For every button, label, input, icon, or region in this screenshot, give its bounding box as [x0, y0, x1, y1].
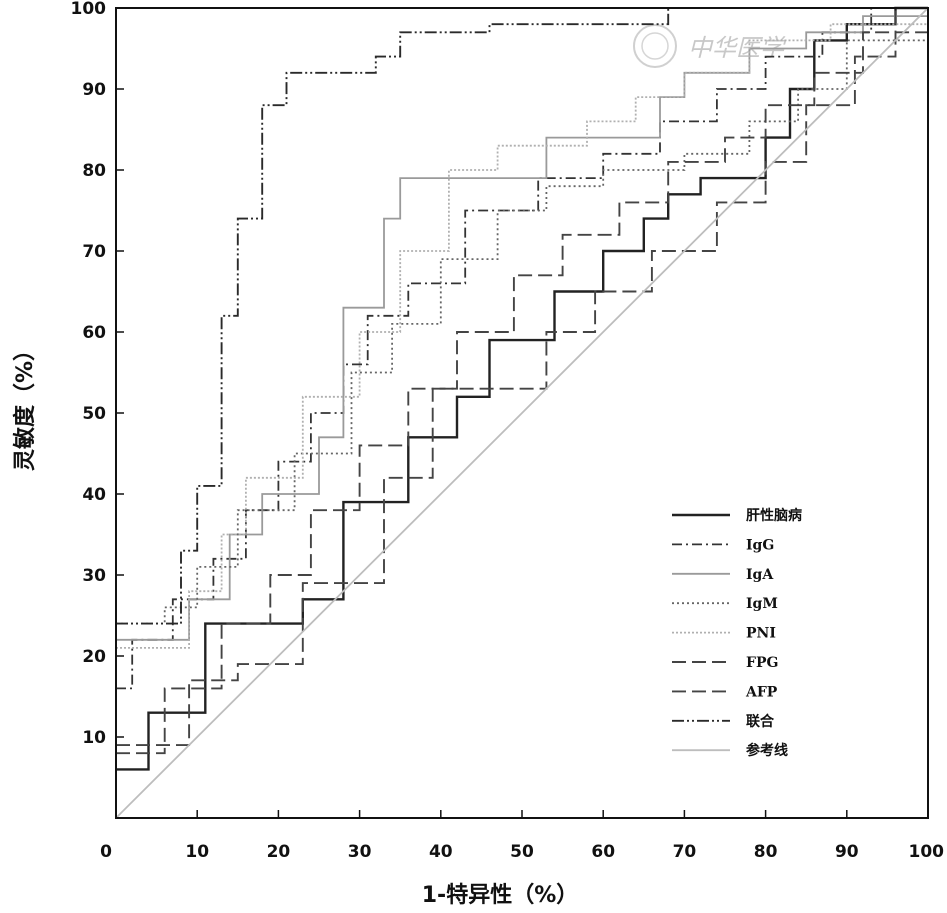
legend-label: 联合: [746, 713, 775, 730]
y-tick-label: 80: [82, 161, 106, 181]
series-line: [116, 7, 928, 690]
x-tick-label: 90: [835, 842, 859, 862]
series-line: [116, 15, 928, 641]
y-tick-label: 50: [82, 404, 106, 424]
series-line: [116, 31, 928, 755]
x-tick-label: 100: [909, 842, 945, 862]
series-layer: [115, 6, 929, 819]
y-tick-label: 100: [71, 0, 107, 19]
legend-label: AFP: [745, 684, 778, 700]
x-tick-label: 80: [754, 842, 778, 862]
y-axis-ticks: 10 20 30 40 50 60 70 80 90 100: [71, 0, 124, 748]
legend-label: IgM: [746, 596, 778, 612]
series-line: [115, 7, 929, 819]
legend-label: 参考线: [746, 742, 788, 759]
x-axis-label: 1-特异性（%）: [422, 882, 578, 908]
x-tick-label: 50: [510, 842, 534, 862]
x-tick-label: 30: [348, 842, 372, 862]
y-tick-label: 60: [82, 323, 106, 343]
legend-label: PNI: [746, 626, 776, 642]
x-tick-label: 40: [429, 842, 453, 862]
y-tick-label: 90: [82, 80, 106, 100]
series-line: [116, 23, 928, 649]
series-line: [116, 7, 928, 625]
y-tick-label: 20: [82, 647, 106, 667]
y-tick-label: 10: [82, 728, 106, 748]
y-tick-label: 40: [82, 485, 106, 505]
x-tick-label: 60: [591, 842, 615, 862]
watermark: 中华医学: [633, 24, 787, 68]
x-axis-ticks: 0 10 20 30 40 50 60 70 80 90 100: [100, 810, 944, 862]
x-tick-label: 70: [673, 842, 697, 862]
legend-label: IgA: [746, 567, 774, 583]
y-tick-label: 30: [82, 566, 106, 586]
legend-label: IgG: [746, 537, 774, 553]
series-line: [116, 39, 928, 625]
legend-label: FPG: [746, 655, 778, 671]
y-tick-label: 70: [82, 242, 106, 262]
legend-label: 肝性脑病: [746, 507, 802, 524]
series-line: [116, 7, 928, 747]
x-tick-label: 20: [267, 842, 291, 862]
y-axis-label: 灵敏度（%）: [12, 339, 38, 471]
x-tick-label: 0: [100, 842, 112, 862]
plot-frame: [115, 7, 929, 819]
x-tick-label: 10: [185, 842, 209, 862]
